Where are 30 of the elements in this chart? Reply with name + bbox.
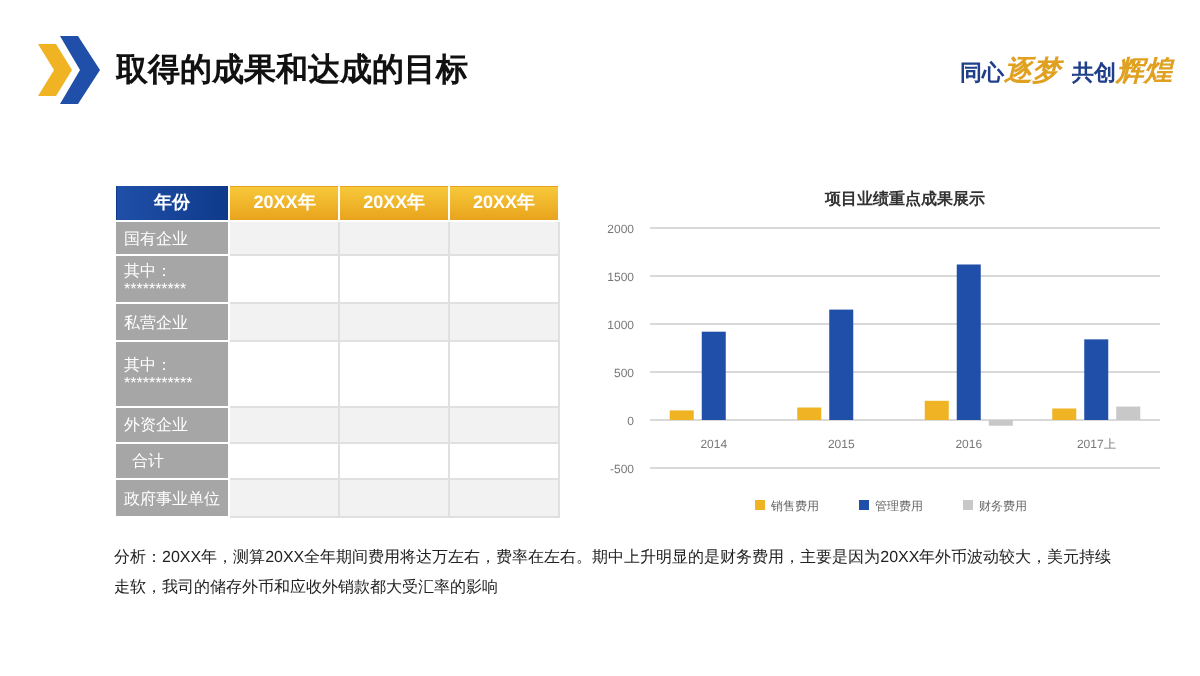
text: 私营企业 <box>115 303 230 341</box>
text: 合计 <box>115 443 230 479</box>
text: ********** <box>124 279 187 297</box>
text: 20XX年 <box>449 185 559 221</box>
text: *********** <box>124 374 193 392</box>
bar <box>956 264 981 420</box>
bar <box>797 407 822 420</box>
chart-title: 项目业绩重点成果展示 <box>823 190 985 208</box>
bar <box>1084 339 1109 420</box>
text: 逐梦 <box>1004 56 1060 88</box>
text: 分析：20XX年，测算20XX全年期间费用将达万左右，费率在左右。期中上升明显的是财务费用，主要是因为20XX年外币波动较大，美元持续走软，我司的储存外币和应收外销款都大受汇率的影响 <box>114 546 1114 600</box>
text: 20XX年 <box>339 185 450 221</box>
text: 其中： <box>124 356 172 374</box>
text: 辉煌 <box>1116 56 1172 88</box>
text: 国有企业 <box>115 221 230 255</box>
text: 政府事业单位 <box>115 479 230 517</box>
bar <box>924 400 949 420</box>
text: 共创 <box>1072 60 1116 86</box>
text: 取得的成果和达成的目标 <box>116 51 468 92</box>
bar <box>669 410 694 420</box>
text: 20XX年 <box>229 185 340 221</box>
text: 外资企业 <box>115 407 230 443</box>
bar <box>1052 408 1077 420</box>
bar <box>988 420 1013 426</box>
text: 其中： <box>124 261 172 279</box>
bar <box>1116 406 1141 420</box>
text: 年份 <box>115 185 230 221</box>
bar <box>701 331 726 420</box>
bar <box>829 309 854 420</box>
text: 同心 <box>960 60 1004 86</box>
